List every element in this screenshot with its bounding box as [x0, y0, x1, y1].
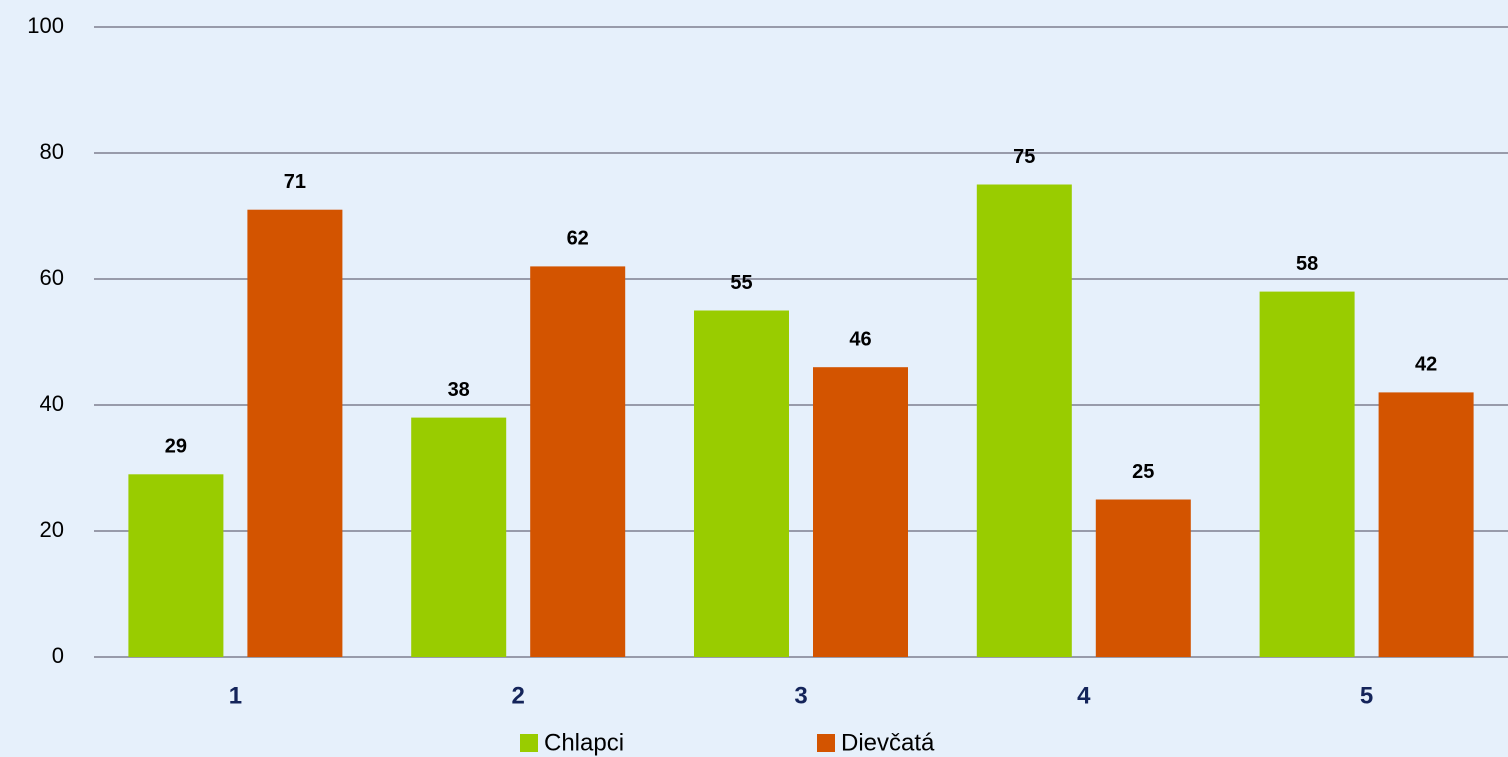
x-tick-label: 5 — [1360, 682, 1373, 709]
data-label: 29 — [165, 436, 187, 458]
data-label: 58 — [1296, 253, 1318, 275]
data-label: 55 — [730, 272, 752, 294]
y-tick-label: 0 — [52, 643, 64, 668]
y-tick-label: 100 — [27, 13, 64, 38]
bar — [1378, 392, 1474, 657]
bar — [694, 310, 789, 657]
bar — [411, 417, 507, 657]
bar — [128, 474, 224, 657]
bar — [530, 266, 626, 657]
y-tick-label: 60 — [40, 265, 64, 290]
y-tick-label: 80 — [40, 139, 64, 164]
legend-swatch — [520, 734, 538, 752]
x-tick-label: 2 — [512, 682, 525, 709]
data-label: 46 — [849, 328, 871, 350]
legend-swatch — [817, 734, 835, 752]
data-label: 25 — [1132, 461, 1154, 483]
y-tick-label: 40 — [40, 391, 64, 416]
bar — [1259, 291, 1355, 657]
data-label: 42 — [1415, 354, 1437, 376]
x-tick-label: 4 — [1077, 682, 1091, 709]
y-tick-label: 20 — [40, 517, 64, 542]
legend-label: Dievčatá — [841, 729, 935, 756]
data-label: 75 — [1013, 146, 1035, 168]
bar — [247, 209, 343, 657]
x-tick-label: 1 — [229, 682, 242, 709]
data-label: 38 — [448, 379, 470, 401]
data-label: 71 — [284, 171, 306, 193]
x-tick-label: 3 — [794, 682, 807, 709]
legend-label: Chlapci — [544, 729, 624, 756]
bar — [1095, 499, 1191, 657]
bar — [813, 367, 908, 657]
data-label: 62 — [567, 228, 589, 250]
bar — [976, 184, 1072, 657]
